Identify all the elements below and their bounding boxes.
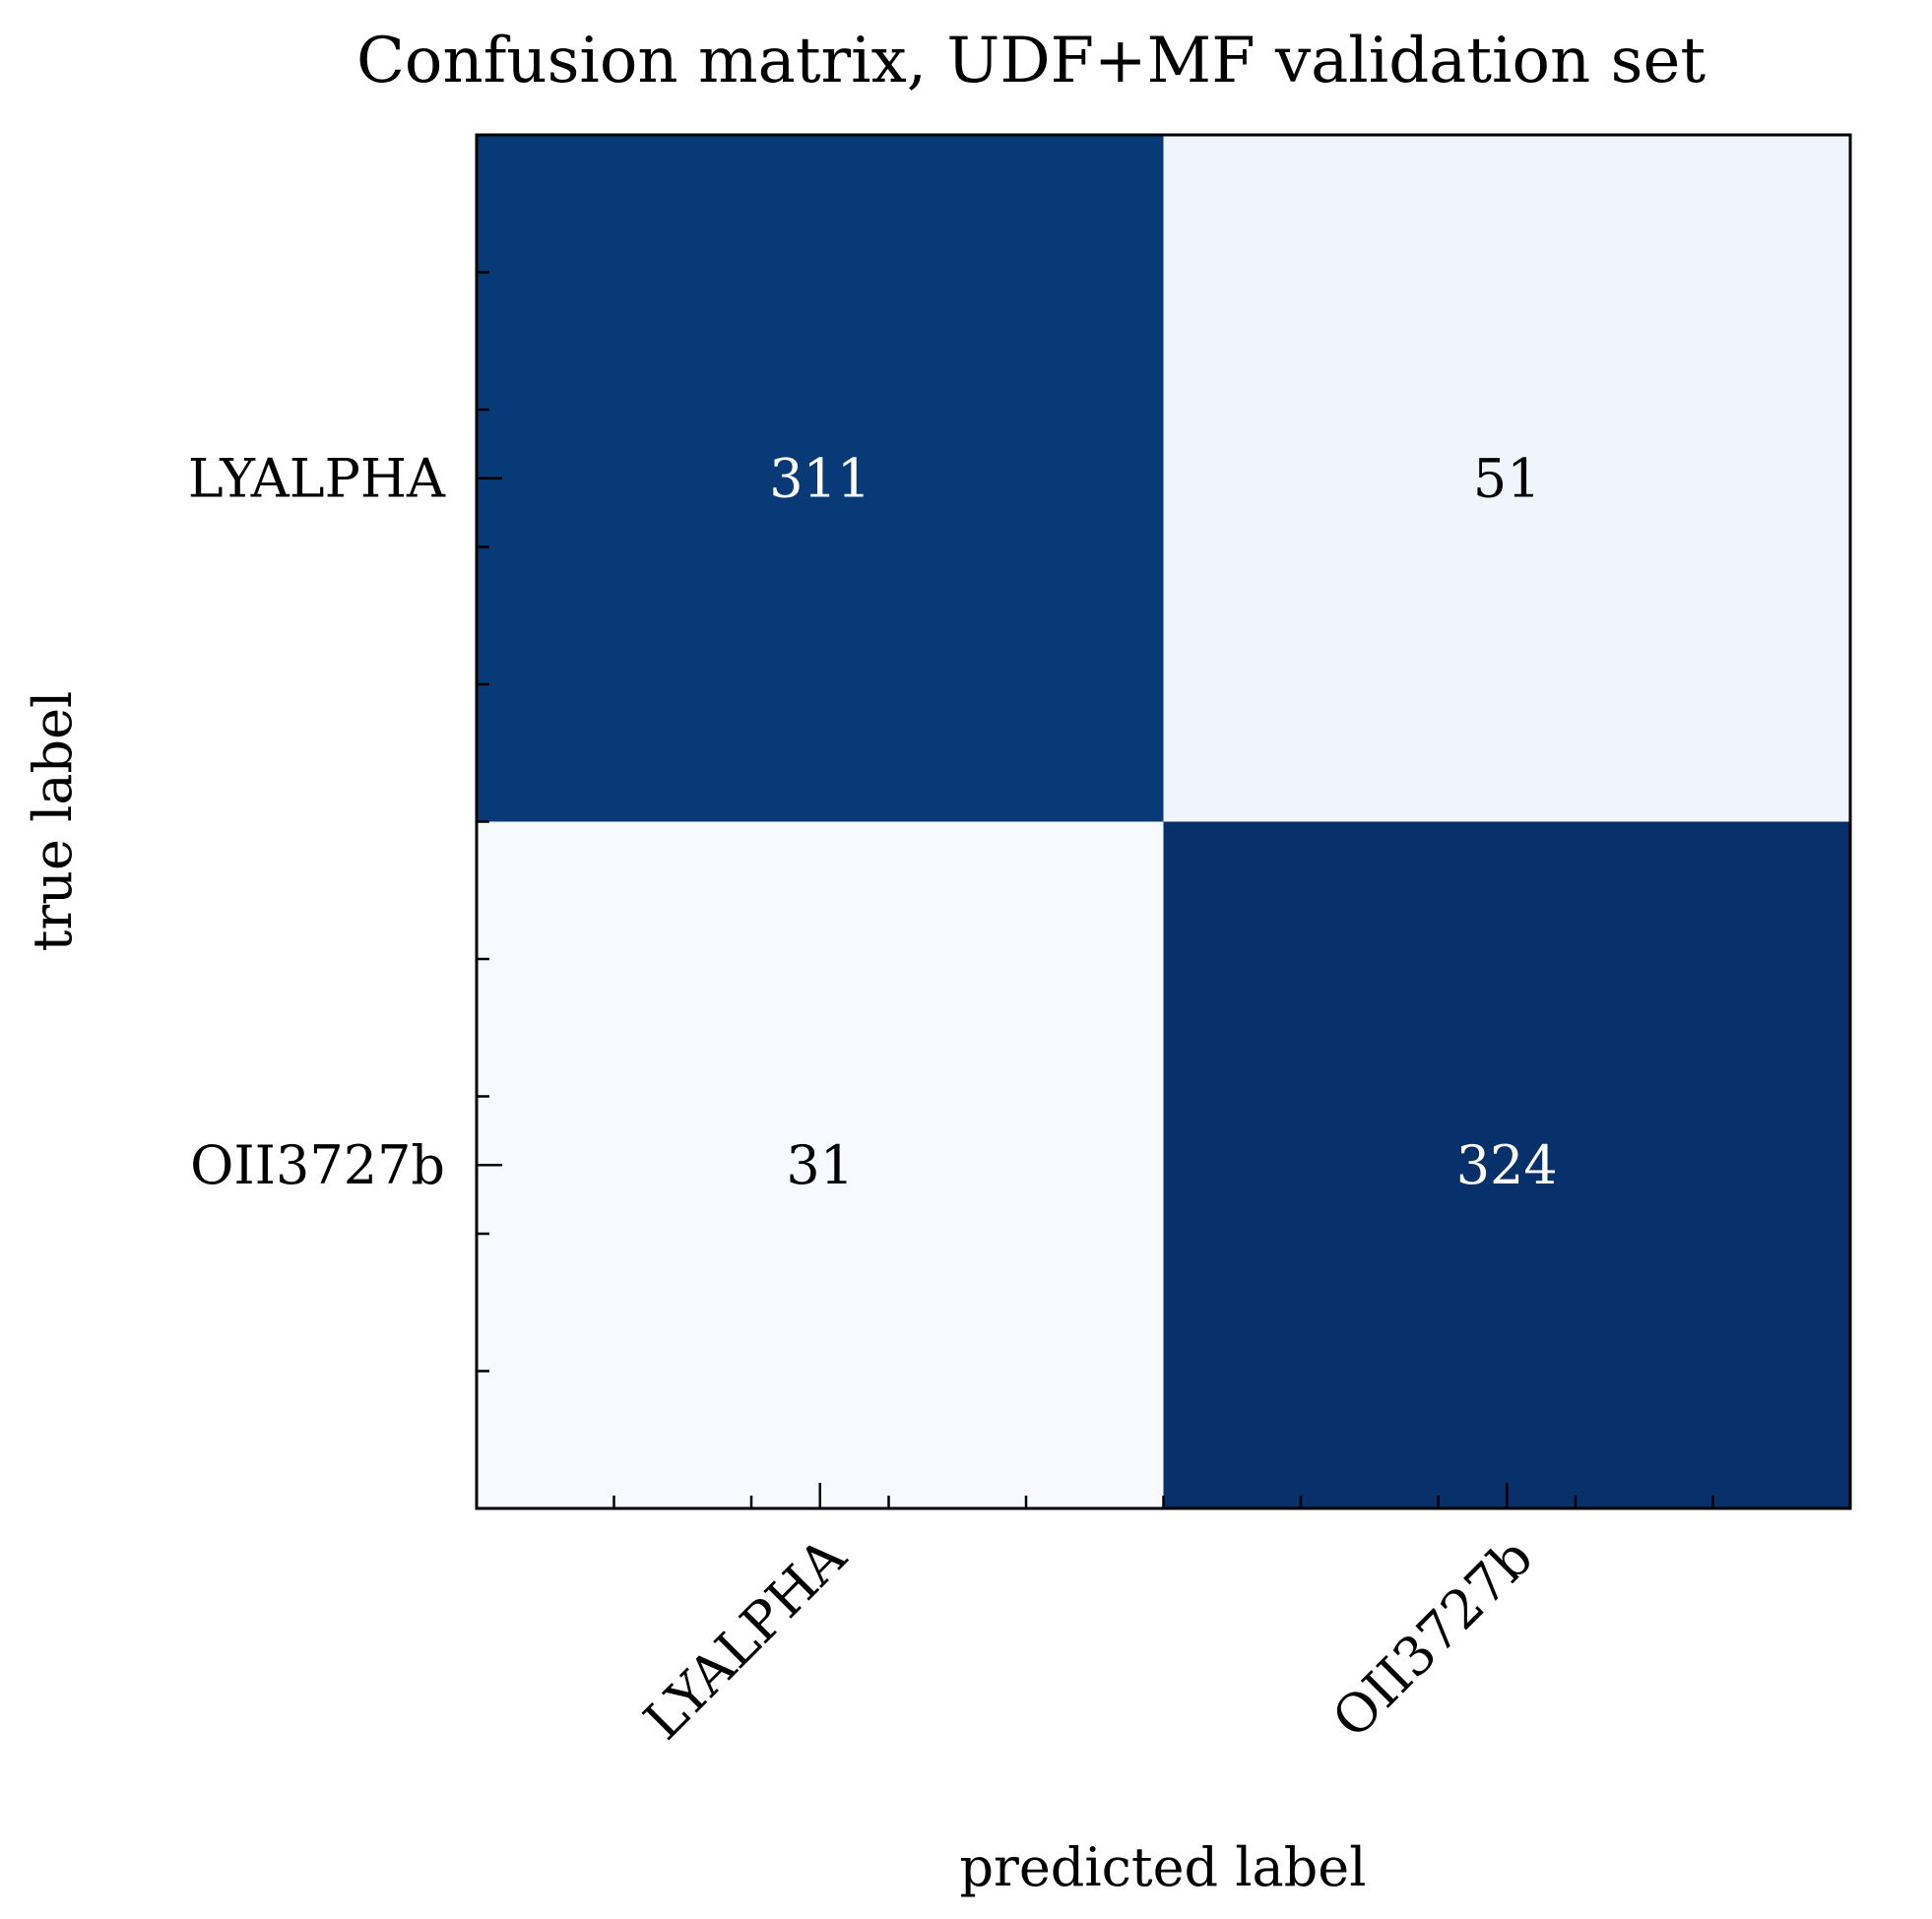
cell-value-label: 311 [769,447,870,509]
heatmap-cell [477,135,1164,822]
heatmap-cells [477,135,1851,1509]
heatmap-cell [1163,821,1851,1509]
cell-value-label: 51 [1473,447,1541,509]
cell-value-labels: 311 51 31 324 [769,447,1558,1196]
y-tick-label: LYALPHA [188,447,446,509]
axis-ticks [477,271,1714,1508]
chart-title: Confusion matrix, UDF+MF validation set [356,25,1706,97]
cell-value-label: 31 [786,1134,854,1196]
heatmap-cell [477,821,1164,1509]
y-tick-label: OII3727b [190,1134,445,1196]
y-axis-tick-labels: LYALPHA OII3727b [188,447,446,1196]
heatmap-cell [1163,135,1851,822]
x-axis-label: predicted label [959,1836,1366,1898]
y-axis-label: true label [22,691,84,952]
cell-value-label: 324 [1456,1134,1558,1196]
